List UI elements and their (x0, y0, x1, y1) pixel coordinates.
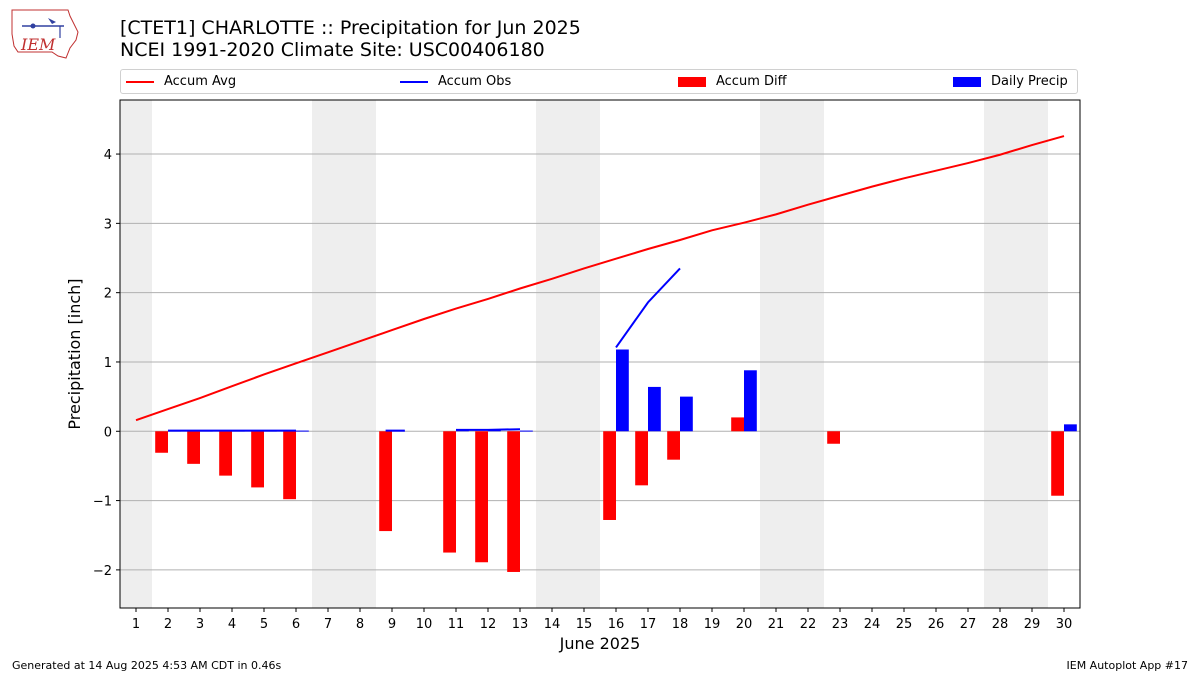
y-tick-label: 1 (104, 356, 112, 371)
x-tick-label: 17 (640, 617, 657, 632)
accum-diff-bar (219, 431, 232, 476)
footer-app: IEM Autoplot App #17 (1066, 659, 1189, 672)
accum-diff-bar (155, 431, 168, 453)
weekend-shade (984, 100, 1048, 608)
accum-diff-bar (379, 431, 392, 532)
iowa-outline-icon (11, 9, 79, 59)
x-tick-label: 3 (196, 617, 204, 632)
accum-diff-bar (603, 431, 616, 520)
accum-diff-bar (283, 431, 296, 500)
accum-diff-bar (667, 431, 680, 460)
accum-diff-bar (443, 431, 456, 553)
accum-diff-bar (475, 431, 488, 563)
wind-vane-icon (48, 18, 56, 24)
weekend-shade (536, 100, 600, 608)
daily-precip-bar (680, 396, 693, 432)
daily-precip-bar (520, 430, 533, 432)
weekend-shade (760, 100, 824, 608)
legend-swatch (678, 77, 706, 87)
legend-swatch (400, 81, 428, 83)
x-axis-label: June 2025 (559, 634, 641, 653)
x-tick-label: 29 (1024, 617, 1041, 632)
x-tick-label: 11 (448, 617, 465, 632)
x-tick-label: 9 (388, 617, 396, 632)
legend-label: Accum Diff (716, 74, 787, 89)
x-tick-label: 12 (480, 617, 497, 632)
y-tick-label: −1 (93, 495, 112, 510)
x-tick-label: 30 (1056, 617, 1073, 632)
chart-subtitle: NCEI 1991-2020 Climate Site: USC00406180 (120, 39, 545, 61)
accum-diff-bar (827, 431, 840, 444)
daily-precip-bar (296, 430, 309, 432)
y-tick-label: 0 (104, 425, 112, 440)
legend-label: Accum Obs (438, 74, 512, 89)
x-tick-label: 13 (512, 617, 529, 632)
x-tick-label: 10 (416, 617, 433, 632)
x-tick-label: 15 (576, 617, 593, 632)
x-tick-label: 4 (228, 617, 236, 632)
accum-obs-line (456, 428, 521, 431)
plot-frame (119, 99, 1081, 609)
x-tick-label: 16 (608, 617, 625, 632)
x-tick-label: 22 (800, 617, 817, 632)
daily-precip-bar (744, 370, 757, 432)
iem-logo: IEM (11, 9, 79, 59)
x-tick-label: 5 (260, 617, 268, 632)
daily-precip-bar (648, 386, 661, 432)
accum-diff-bar (507, 431, 520, 572)
x-tick-label: 7 (324, 617, 332, 632)
accum-diff-bar (187, 431, 200, 464)
accum-diff-bar (731, 417, 744, 432)
accum-avg-line (135, 135, 1065, 422)
x-tick-label: 6 (292, 617, 300, 632)
legend-label: Accum Avg (164, 74, 237, 89)
x-tick-label: 20 (736, 617, 753, 632)
logo-text: IEM (20, 35, 56, 54)
x-tick-label: 2 (164, 617, 172, 632)
y-tick-label: 2 (104, 287, 112, 302)
accum-diff-bar (251, 431, 264, 488)
y-tick-label: −2 (93, 564, 112, 579)
footer-generated: Generated at 14 Aug 2025 4:53 AM CDT in … (12, 659, 282, 672)
x-tick-label: 23 (832, 617, 849, 632)
accum-diff-bar (1051, 431, 1064, 496)
x-tick-label: 24 (864, 617, 881, 632)
x-tick-label: 25 (896, 617, 913, 632)
legend-swatch (126, 81, 154, 83)
y-axis-label: Precipitation [inch] (65, 278, 84, 429)
x-tick-label: 28 (992, 617, 1009, 632)
accum-obs-line (615, 267, 681, 348)
x-tick-label: 1 (132, 617, 140, 632)
weekend-shade (120, 100, 152, 608)
chart-title: [CTET1] CHARLOTTE :: Precipitation for J… (120, 17, 581, 39)
x-tick-label: 26 (928, 617, 945, 632)
legend-label: Daily Precip (991, 74, 1068, 89)
legend: Accum Avg Accum Obs Accum Diff Daily Pre… (120, 69, 1078, 94)
daily-precip-bar (1064, 424, 1077, 432)
x-tick-label: 8 (356, 617, 364, 632)
y-tick-label: 3 (104, 217, 112, 232)
daily-precip-bar (616, 349, 629, 432)
x-tick-label: 27 (960, 617, 977, 632)
legend-swatch (953, 77, 981, 87)
x-tick-label: 14 (544, 617, 561, 632)
accum-diff-bar (635, 431, 648, 486)
x-tick-label: 18 (672, 617, 689, 632)
y-tick-label: 4 (104, 148, 112, 163)
x-tick-label: 19 (704, 617, 721, 632)
x-tick-label: 21 (768, 617, 785, 632)
